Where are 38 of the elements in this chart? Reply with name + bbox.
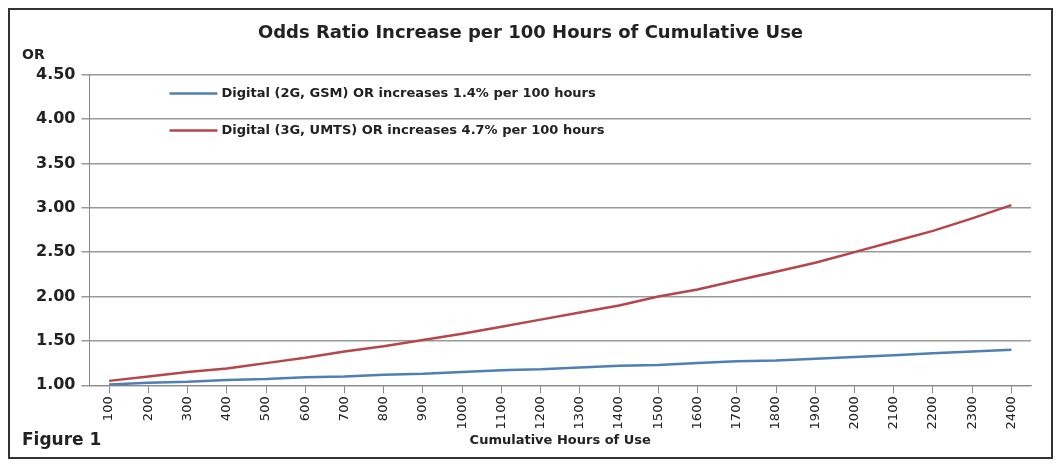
legend-label: Digital (3G, UMTS) OR increases 4.7% per 100 hours [221, 121, 605, 137]
x-tick-label: 1000 [453, 396, 469, 430]
y-axis-title: OR [22, 46, 45, 63]
y-tick-label: 2.50 [35, 241, 76, 261]
x-tick-label: 1800 [767, 396, 783, 430]
x-tick-label: 200 [139, 396, 155, 422]
y-tick-label: 1.50 [35, 330, 76, 350]
y-tick-label: 2.00 [35, 285, 76, 305]
y-tick-label: 1.00 [35, 374, 76, 394]
x-tick-label: 1100 [492, 396, 508, 430]
x-tick-label: 400 [218, 396, 234, 422]
x-tick-label: 800 [375, 396, 391, 422]
x-axis-title: Cumulative Hours of Use [469, 431, 652, 447]
x-tick-label: 600 [296, 396, 312, 422]
x-tick-label: 2000 [845, 396, 861, 430]
x-tick-label: 1600 [688, 396, 704, 430]
x-tick-label: 1700 [728, 396, 744, 430]
y-tick-label: 3.00 [35, 196, 76, 216]
x-tick-label: 2300 [963, 396, 979, 430]
x-tick-label: 1400 [610, 396, 626, 430]
chart-title: Odds Ratio Increase per 100 Hours of Cumulative Use [257, 21, 804, 43]
x-tick-label: 1900 [806, 396, 822, 430]
caption: Figure 1 [22, 428, 102, 449]
x-tick-label: 700 [335, 396, 351, 422]
x-tick-label: 2400 [1002, 396, 1018, 430]
x-tick-label: 1200 [532, 396, 547, 430]
x-tick-label: 1500 [649, 396, 665, 430]
x-tick-label: 100 [100, 396, 116, 422]
y-tick-label: 4.50 [35, 63, 76, 83]
x-tick-label: 1300 [571, 396, 587, 430]
legend-label: Digital (2G, GSM) OR increases 1.4% per 100 hours [221, 84, 596, 100]
x-tick-label: 2200 [924, 396, 940, 430]
y-tick-label: 3.50 [35, 152, 76, 172]
x-tick-label: 2100 [885, 396, 901, 430]
y-tick-label: 4.00 [35, 108, 76, 128]
x-tick-label: 900 [414, 396, 430, 422]
x-tick-label: 300 [178, 396, 194, 422]
x-tick-label: 500 [257, 396, 273, 422]
